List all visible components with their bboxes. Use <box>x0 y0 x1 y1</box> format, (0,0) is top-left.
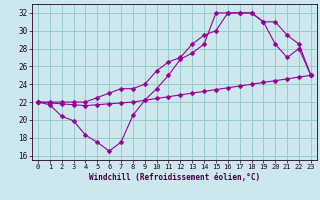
X-axis label: Windchill (Refroidissement éolien,°C): Windchill (Refroidissement éolien,°C) <box>89 173 260 182</box>
